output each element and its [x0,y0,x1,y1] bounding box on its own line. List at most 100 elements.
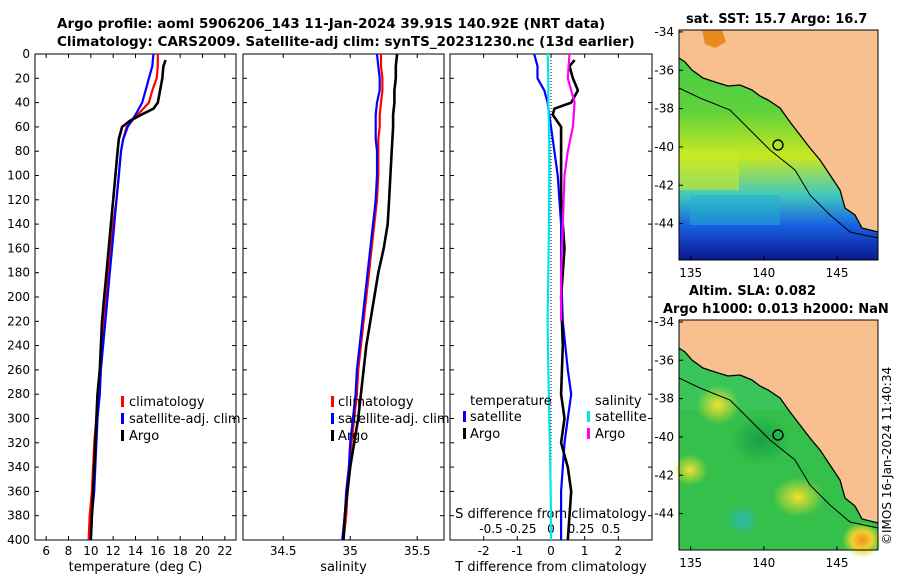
salinity-legend: climatology satellite-adj. clim Argo [331,395,450,444]
legend-title-salinity: salinity [595,394,642,409]
legend-label-t-satellite: satellite [470,410,522,425]
sla-map-frame [678,319,879,551]
sla-map: Altim. SLA: 0.082 Argo h1000: 0.013 h200… [654,284,888,570]
y-tick-label: 140 [7,217,30,231]
series-line-s-argo [560,53,576,322]
sla-spot [772,477,824,517]
x-tick-label: 35 [343,544,358,558]
legend-swatch-climatology [331,396,334,407]
series-line-argo [342,53,399,541]
y-tick-label: 340 [7,460,30,474]
legend-label-argo: Argo [338,429,368,444]
x-tick-label: 20 [195,544,210,558]
map-y-tick-label: -42 [654,468,674,482]
legend-swatch-t-satellite [463,411,466,422]
sla-argo-marker [772,429,784,441]
map-x-tick-label: 140 [752,266,775,280]
s-tick-label: -0.25 [505,522,536,536]
x-tick-label: 16 [150,544,165,558]
map-x-tick-label: 140 [752,556,775,570]
y-tick-label: 0 [22,47,30,61]
sst-gulf-warm [702,30,726,48]
y-tick-label: 260 [7,363,30,377]
map-y-tick-label: -36 [654,63,674,77]
salinity-panel: 34.5 35 35.5 salinity [242,53,445,575]
x-tick-label: 34.5 [270,544,297,558]
legend-swatch-s-satellite [587,411,590,422]
x-tick-label: 1 [581,544,589,558]
temperature-panel: 0 20 40 60 80 100 120 140 160 180 200 220 240 260 280 3… [7,47,237,575]
x-tick-label: 14 [128,544,143,558]
y-tick-label: 180 [7,266,30,280]
profile-panels: 0204060801001201401601802002202402602803… [7,47,653,575]
y-tick-label: 200 [7,290,30,304]
y-tick-label: 20 [15,71,30,85]
map-y-tick-label: -42 [654,178,674,192]
sst-cool-patch [690,195,780,225]
map-y-tick-label: -44 [654,507,674,521]
sla-spot [724,504,760,536]
map-y-tick-label: -34 [654,25,674,39]
legend-label-s-satellite: satellite [595,410,647,425]
y-tick-label: 360 [7,484,30,498]
y-tick-label: 100 [7,169,30,183]
sst-isobath [678,87,879,239]
sst-argo-marker [772,139,784,151]
x-tick-label: -2 [478,544,490,558]
legend-label-satellite: satellite-adj. clim [129,412,241,427]
map-y-tick-label: -38 [654,102,674,116]
sst-map: sat. SST: 15.7 Argo: 16.7 -34 -36 -38 -40 -4… [654,12,879,280]
y-tick-label: 120 [7,193,30,207]
x-tick-label: 10 [83,544,98,558]
map-x-tick-label: 135 [679,266,702,280]
legend-label-climatology: climatology [338,395,414,410]
y-tick-label: 220 [7,314,30,328]
sla-map-title2: Argo h1000: 0.013 h2000: NaN [663,302,889,317]
y-tick-label: 80 [15,144,30,158]
x-tick-label: 22 [217,544,232,558]
difference-legend: temperature satellite Argo salinity sate… [463,394,647,442]
sla-coastline [678,347,879,524]
legend-swatch-climatology [121,396,124,407]
x-tick-label: 6 [42,544,50,558]
series-line-climatology [342,54,384,541]
map-y-tick-label: -36 [654,353,674,367]
legend-swatch-argo [121,430,124,441]
legend-label-s-argo: Argo [595,427,625,442]
map-x-tick-label: 135 [679,556,702,570]
x-tick-label: 35.5 [404,544,431,558]
x-tick-label: -1 [511,544,523,558]
s-tick-label: 0.25 [568,522,595,536]
map-y-tick-label: -44 [654,217,674,231]
s-tick-label: -0.5 [479,522,502,536]
temperature-legend: climatology satellite-adj. clim Argo [121,395,241,444]
series-line-t-satellite [533,53,573,540]
x-axis-label: temperature (deg C) [69,560,203,575]
map-y-tick-label: -40 [654,430,674,444]
figure-title-line2: Climatology: CARS2009. Satellite-adj cli… [57,34,635,50]
timestamp: ©IMOS 16-Jan-2024 11:40:34 [880,366,894,545]
plot-frame [242,53,445,541]
sla-spot [672,454,708,486]
legend-label-argo: Argo [129,429,159,444]
series-line-argo [89,59,167,541]
legend-swatch-satellite [331,413,334,424]
x-axis-label: salinity [320,560,367,575]
figure-title-line1: Argo profile: aoml 5906206_143 11-Jan-20… [57,16,605,32]
map-x-tick-label: 145 [826,266,849,280]
legend-swatch-s-argo [587,428,590,439]
sla-isobath [678,377,879,529]
legend-title-temperature: temperature [470,394,552,409]
sst-coastline [678,57,879,233]
y-tick-label: 40 [15,96,30,110]
map-y-tick-label: -34 [654,315,674,329]
sla-map-ticks: -34 -36 -38 -40 -42 -44 135 140 145 [654,315,848,570]
sla-land [679,320,878,523]
y-tick-label: 160 [7,241,30,255]
sla-spot [696,385,740,425]
sst-warm-patch [679,150,739,190]
legend-label-climatology: climatology [129,395,205,410]
x-tick-label: 18 [173,544,188,558]
